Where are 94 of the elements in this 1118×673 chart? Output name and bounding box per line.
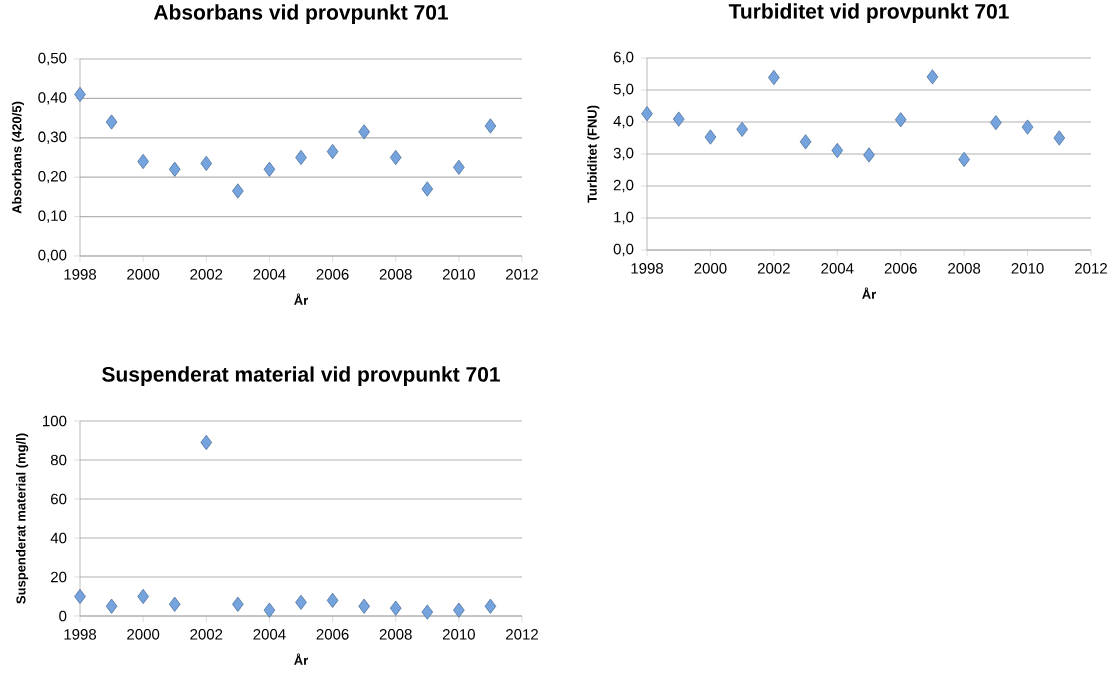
point — [105, 114, 118, 130]
point — [421, 181, 434, 197]
point — [295, 149, 307, 166]
y-axis-title: Turbiditet (FNU) — [587, 105, 600, 203]
point — [232, 596, 244, 612]
y-tick-label: 0,30 — [38, 131, 67, 144]
x-tick-label: 2012 — [506, 269, 538, 280]
x-tick-label: 2006 — [316, 269, 349, 280]
x-tick-label: 1998 — [64, 269, 97, 280]
x-axis-title: År — [294, 293, 309, 305]
point — [263, 161, 276, 177]
x-tick-label: 2000 — [127, 629, 160, 640]
y-tick-label: 2,0 — [613, 179, 634, 193]
point — [168, 161, 181, 177]
point — [295, 594, 307, 610]
point — [326, 143, 339, 160]
x-tick-label: 1998 — [631, 263, 664, 274]
x-tick-label: 1998 — [64, 629, 97, 640]
y-tick-label: 40 — [50, 532, 67, 544]
point — [74, 86, 86, 103]
x-tick-label: 2002 — [190, 269, 223, 280]
point — [990, 115, 1002, 131]
point — [736, 121, 748, 137]
point — [421, 604, 434, 620]
point — [863, 147, 875, 163]
point — [768, 69, 780, 86]
point — [137, 588, 149, 605]
point — [484, 118, 497, 134]
chart-title: Turbiditet vid provpunkt 701 — [728, 3, 1009, 23]
point — [926, 69, 939, 85]
point — [453, 159, 465, 175]
y-axis-title: Absorbans (420/5) — [11, 101, 25, 214]
y-tick-label: 60 — [51, 493, 67, 505]
point — [704, 129, 717, 145]
point — [200, 155, 213, 171]
y-tick-label: 0,00 — [38, 249, 67, 263]
x-tick-label: 2008 — [379, 629, 412, 640]
point — [1053, 130, 1066, 146]
y-tick-label: 1,0 — [614, 211, 634, 225]
point — [358, 124, 370, 140]
point — [389, 600, 402, 616]
y-tick-label: 0,0 — [613, 243, 634, 257]
x-tick-label: 2012 — [1075, 263, 1107, 274]
x-tick-label: 2000 — [694, 263, 727, 274]
x-tick-label: 2004 — [253, 269, 286, 280]
x-tick-label: 2010 — [442, 269, 475, 280]
point — [168, 596, 181, 612]
point — [958, 151, 970, 168]
x-tick-label: 2000 — [127, 269, 160, 280]
x-tick-label: 2012 — [506, 629, 538, 640]
y-tick-label: 0,40 — [38, 92, 67, 105]
y-axis-title: Suspenderat material (mg/l) — [16, 433, 29, 604]
point — [831, 142, 844, 159]
y-tick-label: 0 — [59, 610, 67, 622]
x-axis-title: År — [862, 287, 877, 299]
y-tick-label: 4,0 — [613, 115, 634, 129]
point — [799, 134, 812, 150]
point — [389, 149, 402, 166]
point — [894, 112, 907, 128]
y-tick-label: 20 — [51, 571, 67, 583]
point — [74, 588, 86, 605]
point — [232, 183, 244, 199]
y-tick-label: 3,0 — [613, 147, 634, 161]
y-tick-label: 0,10 — [38, 210, 67, 223]
point — [105, 598, 118, 614]
chart-title: Absorbans vid provpunkt 701 — [153, 4, 448, 24]
point — [672, 111, 685, 127]
x-tick-label: 2004 — [253, 629, 286, 640]
point — [1021, 119, 1034, 135]
y-tick-label: 100 — [43, 415, 67, 427]
x-tick-label: 2004 — [821, 263, 854, 274]
x-tick-label: 2008 — [948, 263, 981, 274]
y-tick-label: 0,20 — [38, 170, 67, 184]
y-tick-label: 6,0 — [613, 51, 634, 65]
point — [263, 602, 276, 618]
x-tick-label: 2002 — [757, 263, 790, 274]
x-tick-label: 2006 — [316, 629, 349, 640]
y-tick-label: 0,50 — [38, 52, 67, 66]
x-tick-label: 2010 — [1011, 263, 1044, 274]
point — [137, 153, 149, 170]
point — [200, 434, 213, 451]
y-tick-label: 80 — [50, 454, 67, 466]
chart-title: Suspenderat material vid provpunkt 701 — [102, 366, 500, 386]
x-tick-label: 2010 — [442, 629, 475, 640]
x-axis-title: År — [294, 653, 309, 665]
x-tick-label: 2002 — [190, 629, 223, 640]
point — [484, 598, 497, 614]
point — [358, 598, 370, 614]
y-tick-label: 5,0 — [613, 83, 634, 97]
point — [326, 592, 339, 608]
point — [641, 106, 653, 122]
x-tick-label: 2008 — [379, 269, 412, 280]
point — [453, 602, 465, 618]
x-tick-label: 2006 — [884, 263, 917, 274]
